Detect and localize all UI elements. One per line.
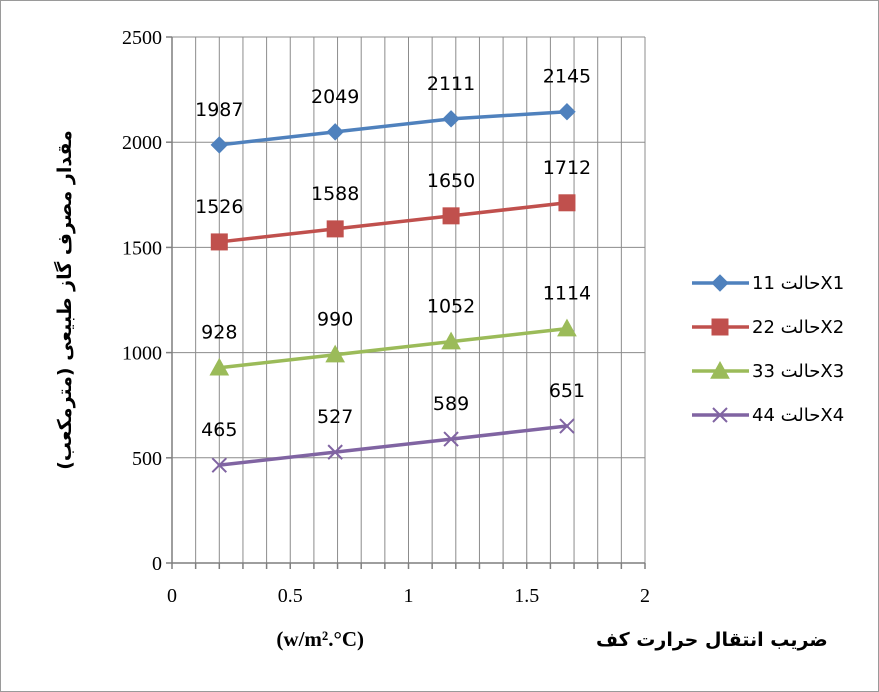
data-label: 1588 (311, 183, 359, 205)
data-label: 2111 (427, 73, 475, 95)
data-label: 2145 (543, 66, 591, 88)
legend-label: حالت 33X3 (752, 361, 844, 382)
y-tick-label: 0 (152, 553, 162, 575)
legend-marker (712, 407, 728, 423)
data-label: 465 (201, 419, 237, 441)
data-label: 2049 (311, 86, 359, 108)
series-3 (209, 318, 577, 376)
x-tick-label: 2 (640, 585, 650, 607)
data-labels: 1987 2049 2111 2145 1526 1588 1650 1712 928 990 10… (195, 66, 591, 441)
x-tick-labels: 0 0.5 1 1.5 2 (167, 585, 650, 607)
data-label: 651 (549, 380, 585, 402)
data-point (559, 418, 575, 434)
series-line (217, 424, 569, 467)
legend-item: حالت 22X2 (692, 317, 844, 338)
y-tick-label: 500 (132, 448, 162, 470)
data-label: 527 (317, 406, 353, 428)
data-point (327, 444, 343, 460)
data-label: 1114 (543, 283, 591, 305)
data-point (326, 220, 344, 238)
data-point (326, 123, 344, 141)
legend-marker (711, 274, 729, 292)
data-point (209, 357, 230, 376)
legend-marker (711, 318, 729, 336)
series-1 (210, 102, 576, 154)
data-point (443, 431, 459, 447)
series-2 (210, 194, 576, 251)
y-tick-label: 2500 (122, 27, 162, 49)
series-line (217, 326, 569, 370)
legend-item: حالت 44X4 (692, 405, 844, 426)
data-point (210, 233, 228, 251)
x-axis-unit: (w/m².°C) (276, 627, 364, 651)
x-tick-label: 0 (167, 585, 177, 607)
x-tick-label: 1 (404, 585, 414, 607)
data-point (442, 110, 460, 128)
data-label: 1650 (427, 170, 475, 192)
legend: حالت 11X1 حالت 22X2 حالت 33X3 حالت 44X4 (692, 273, 844, 426)
legend-item: حالت 33X3 (692, 360, 844, 382)
data-point (558, 102, 576, 121)
data-label: 1052 (427, 296, 475, 318)
data-point (557, 318, 577, 337)
legend-marker (710, 360, 730, 379)
data-label: 1987 (195, 99, 243, 121)
axes (166, 36, 646, 569)
x-tick-label: 1.5 (514, 585, 539, 607)
data-label: 1712 (543, 157, 591, 179)
legend-label: حالت 22X2 (752, 317, 844, 338)
data-point (211, 457, 228, 473)
y-tick-label: 1000 (122, 343, 162, 365)
series-line (217, 109, 569, 147)
legend-item: حالت 11X1 (692, 273, 844, 294)
series-line (217, 201, 569, 244)
series-4 (211, 418, 575, 473)
data-label: 589 (433, 393, 469, 415)
series-group (209, 102, 577, 473)
legend-label: حالت 44X4 (752, 405, 844, 426)
data-point (210, 136, 229, 154)
y-tick-labels: 0 500 1000 1500 2000 2500 (122, 27, 162, 575)
legend-label: حالت 11X1 (752, 273, 844, 294)
data-point (441, 331, 461, 350)
data-point (325, 344, 346, 363)
data-point (442, 207, 460, 225)
y-axis-title: مقدار مصرف گاز طبیعی (مترمکعب) (53, 130, 76, 470)
data-label: 990 (317, 309, 353, 331)
x-axis-title: ضریب انتقال حرارت کف (596, 629, 828, 651)
y-tick-label: 2000 (122, 132, 162, 154)
x-tick-label: 0.5 (278, 585, 303, 607)
data-point (558, 194, 576, 212)
y-tick-label: 1500 (122, 237, 162, 259)
data-label: 1526 (195, 196, 243, 218)
data-label: 928 (201, 322, 237, 344)
